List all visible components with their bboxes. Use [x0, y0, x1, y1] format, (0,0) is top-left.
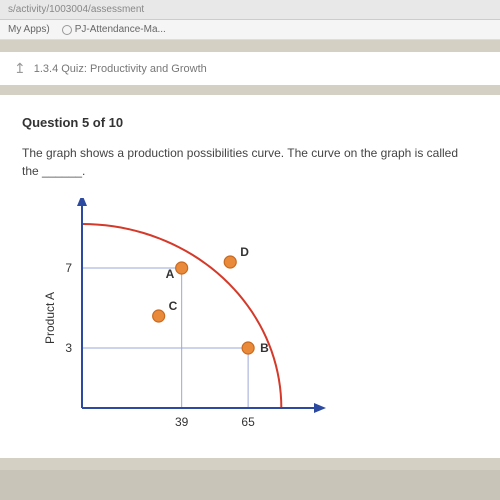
- svg-text:A: A: [166, 267, 175, 281]
- svg-text:B: B: [260, 341, 269, 355]
- bookmarks-bar: My Apps) PJ-Attendance-Ma...: [0, 20, 500, 40]
- svg-text:D: D: [240, 245, 249, 259]
- circle-icon: [62, 25, 72, 35]
- bookmark-attendance[interactable]: PJ-Attendance-Ma...: [62, 24, 166, 35]
- svg-text:3: 3: [65, 341, 72, 355]
- url-bar: s/activity/1003004/assessment: [0, 0, 500, 20]
- page-banner: ↥ 1.3.4 Quiz: Productivity and Growth: [0, 52, 500, 85]
- content-area: ↥ 1.3.4 Quiz: Productivity and Growth Qu…: [0, 40, 500, 470]
- svg-text:65: 65: [241, 415, 255, 429]
- question-number: Question 5 of 10: [22, 115, 478, 130]
- banner-title: 1.3.4 Quiz: Productivity and Growth: [34, 63, 207, 75]
- bookmark-label: My Apps): [8, 24, 50, 35]
- chart-svg: 7 3 39 65 A B C D: [42, 198, 332, 438]
- bookmark-my-apps[interactable]: My Apps): [8, 24, 50, 35]
- svg-text:39: 39: [175, 415, 189, 429]
- svg-text:C: C: [169, 299, 178, 313]
- question-card: Question 5 of 10 The graph shows a produ…: [0, 95, 500, 458]
- url-text: s/activity/1003004/assessment: [8, 4, 144, 15]
- question-text: The graph shows a production possibiliti…: [22, 144, 478, 180]
- bookmark-label: PJ-Attendance-Ma...: [75, 24, 166, 35]
- svg-text:7: 7: [65, 261, 72, 275]
- y-axis-label: Product A: [43, 292, 57, 344]
- back-arrow-icon[interactable]: ↥: [14, 60, 26, 77]
- ppc-chart: Product A 7 3 39 65 A B C D: [42, 198, 332, 438]
